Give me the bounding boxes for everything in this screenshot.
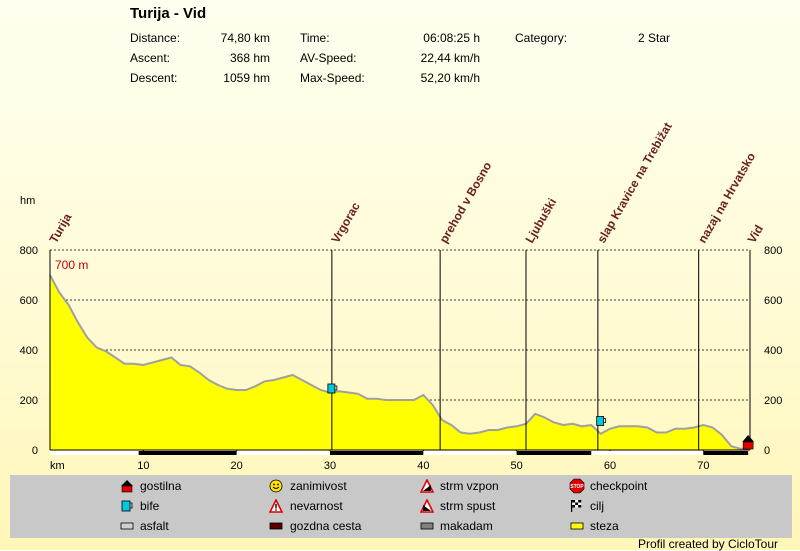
steep-descent-icon (420, 499, 434, 513)
waypoint-label-4: slap Kravice na Trebižat (594, 120, 674, 245)
waypoint-label-6: Vid (745, 223, 766, 246)
descent-value: 1059 hm (223, 71, 270, 85)
gostilna-marker-2 (742, 435, 755, 450)
waypoint-label-3: Ljubuški (522, 196, 559, 246)
y-tick-right-0: 0 (764, 445, 770, 457)
waypoint-label-0: Turija (46, 211, 74, 246)
surface-segment-4 (423, 451, 517, 455)
legend-makadam: makadam (440, 519, 493, 533)
surface-segment-3 (330, 451, 424, 455)
legend-gozdna-cesta: gozdna cesta (290, 519, 362, 533)
legend-zanimivost: zanimivost (290, 479, 347, 493)
steep-climb-icon (420, 479, 434, 493)
time-label: Time: (300, 31, 330, 45)
legend-asfalt: asfalt (140, 519, 169, 533)
legend-nevarnost: nevarnost (290, 499, 343, 513)
y-tick-left-800: 800 (20, 245, 38, 257)
smiley-icon (269, 479, 283, 493)
legend-panel: gostilna bife asfalt zanimivost nevarnos… (10, 475, 792, 538)
avspeed-label: AV-Speed: (300, 51, 357, 65)
y-tick-left-0: 0 (32, 445, 38, 457)
y-tick-left-400: 400 (20, 345, 38, 357)
poi-icons (327, 383, 755, 450)
surface-segment-2 (236, 451, 330, 455)
stop-icon-text: STOP (570, 484, 584, 490)
x-tick-40: 40 (417, 460, 429, 472)
elevation-outline (49, 274, 749, 450)
elevation-area (50, 275, 749, 450)
start-elevation-label: 700 m (55, 258, 88, 272)
bife-marker-handle (603, 418, 607, 423)
gozdna-cesta-swatch-icon (269, 522, 283, 530)
x-tick-30: 30 (324, 460, 336, 472)
avspeed-value: 22,44 km/h (420, 51, 480, 65)
finish-flag-icon (571, 500, 582, 512)
x-tick-60: 60 (604, 460, 616, 472)
bife-marker-1 (596, 416, 607, 426)
x-tick-70: 70 (697, 460, 709, 472)
y-tick-left-600: 600 (20, 295, 38, 307)
legend-strm-spust: strm spust (440, 499, 496, 513)
bife-icon (121, 500, 133, 512)
x-axis-unit: km (50, 460, 65, 472)
ascent-value: 368 hm (229, 51, 270, 65)
bife-marker-cup (327, 383, 336, 394)
x-tick-20: 20 (231, 460, 243, 472)
category-label: Category: (515, 31, 568, 45)
ascent-label: Ascent: (130, 51, 171, 65)
asfalt-swatch-icon (120, 522, 134, 530)
y-tick-left-200: 200 (20, 395, 38, 407)
gostilna-icon (121, 480, 133, 493)
makadam-swatch-icon (420, 522, 434, 530)
waypoint-label-2: prehod v Bosno (437, 159, 495, 245)
y-tick-right-400: 400 (764, 345, 782, 357)
distance-value: 74,80 km (220, 31, 270, 45)
surface-segment-0 (50, 451, 139, 455)
surface-segment-5 (516, 451, 592, 455)
maxspeed-value: 52,20 km/h (420, 71, 480, 85)
legend-cilj: cilj (590, 499, 604, 513)
bife-marker-handle (334, 385, 338, 391)
y-axis-unit: hm (20, 195, 35, 207)
bife-marker-0 (327, 383, 338, 394)
y-tick-right-600: 600 (764, 295, 782, 307)
time-value: 06:08:25 h (423, 31, 480, 45)
surface-segment-7 (703, 451, 749, 455)
surface-segment-1 (138, 451, 237, 455)
waypoint-label-1: Vrgorac (328, 200, 363, 246)
legend-bife: bife (140, 499, 160, 513)
maxspeed-label: Max-Speed: (300, 71, 365, 85)
stop-icon: STOP (569, 478, 584, 494)
descent-label: Descent: (130, 71, 178, 85)
x-tick-50: 50 (511, 460, 523, 472)
footer-credit: Profil created by CicloTour (637, 537, 778, 551)
category-value: 2 Star (638, 31, 671, 45)
gostilna-house (742, 441, 754, 450)
surface-segment-6 (591, 451, 704, 455)
legend-strm-vzpon: strm vzpon (440, 479, 499, 493)
chart-axes: 0 0 200 200 400 400 600 600 800 800 10 20 30 40 50 60 70 (20, 245, 783, 472)
bife-marker-cup (596, 416, 605, 426)
distance-label: Distance: (130, 31, 181, 45)
route-title: Turija - Vid (130, 5, 207, 22)
elevation-profile-chart: 0 0 200 200 400 400 600 600 800 800 10 20 30 40 50 60 70… (20, 120, 783, 472)
legend-steza: steza (590, 519, 619, 533)
warning-icon (269, 499, 283, 513)
gostilna-roof (742, 435, 755, 442)
x-tick-10: 10 (137, 460, 149, 472)
steza-swatch-icon (570, 522, 584, 530)
y-tick-right-800: 800 (764, 245, 782, 257)
surface-bar (50, 451, 749, 455)
y-tick-right-200: 200 (764, 395, 782, 407)
legend-checkpoint: checkpoint (590, 479, 648, 493)
legend-gostilna: gostilna (140, 479, 182, 493)
